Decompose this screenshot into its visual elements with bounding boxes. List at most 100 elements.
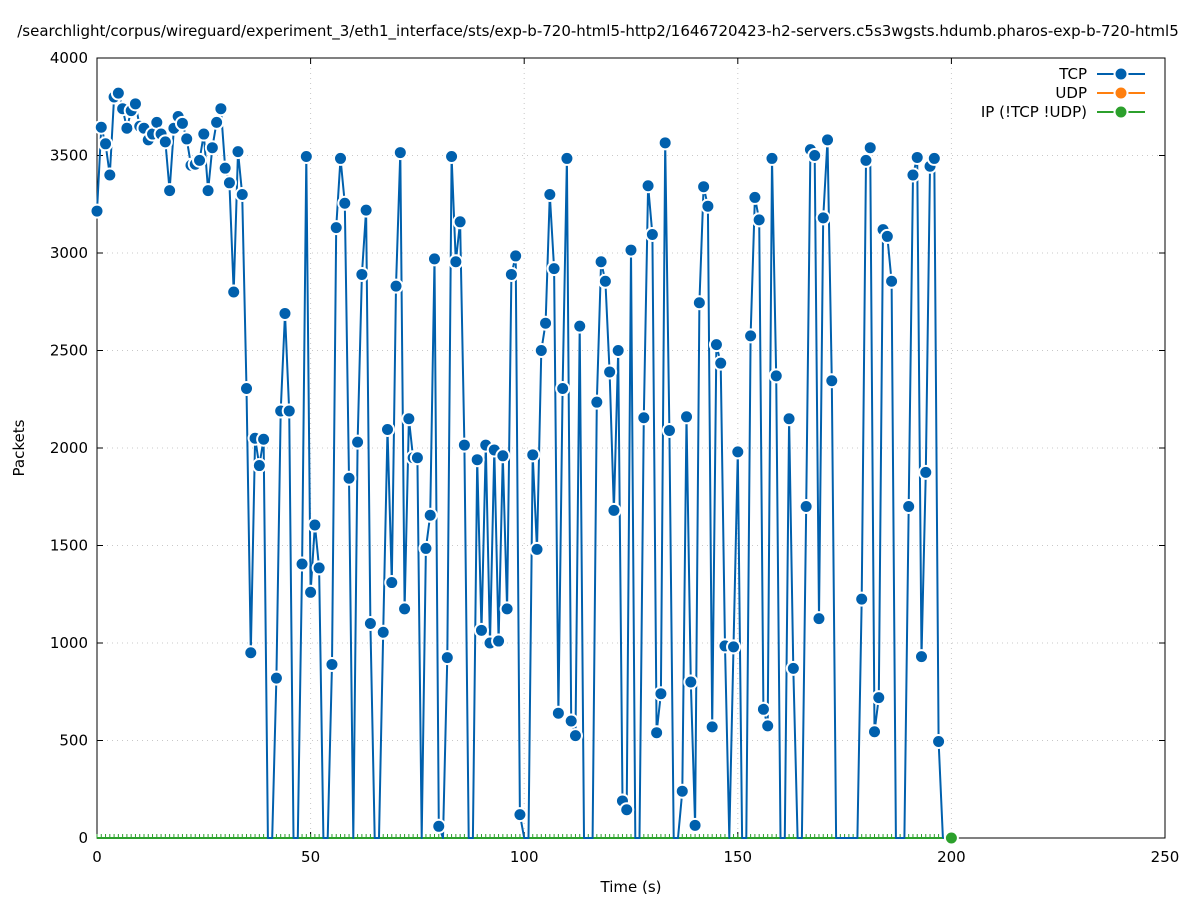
- x-tick-label: 100: [510, 848, 539, 866]
- tcp-data-point: [653, 686, 669, 702]
- tcp-data-point: [119, 120, 135, 136]
- tcp-data-point: [452, 214, 468, 230]
- tcp-data-point: [311, 560, 327, 576]
- tcp-data-point: [362, 616, 378, 631]
- tcp-data-point: [324, 656, 340, 672]
- tcp-data-point: [328, 220, 344, 236]
- tcp-data-point: [572, 318, 588, 334]
- tcp-data-point: [768, 368, 784, 384]
- tcp-data-point: [204, 140, 220, 156]
- tcp-data-point: [409, 450, 425, 466]
- tcp-data-point: [388, 278, 404, 294]
- tcp-data-point: [525, 447, 541, 463]
- tcp-data-point: [174, 115, 190, 131]
- tcp-data-point: [679, 409, 695, 425]
- tcp-data-point: [350, 434, 366, 450]
- tcp-data-point: [640, 178, 656, 194]
- tcp-data-point: [401, 411, 417, 427]
- tcp-data-point: [196, 126, 212, 142]
- tcp-data-point: [730, 444, 746, 460]
- tcp-data-point: [824, 373, 840, 389]
- legend-label: IP (!TCP !UDP): [981, 103, 1087, 121]
- tcp-data-point: [747, 189, 763, 205]
- tcp-data-point: [854, 591, 870, 607]
- tcp-data-point: [708, 337, 724, 353]
- tcp-data-point: [157, 134, 173, 150]
- tcp-data-point: [542, 187, 558, 202]
- tcp-data-point: [905, 167, 921, 183]
- tcp-data-point: [901, 499, 917, 514]
- y-tick-label: 2500: [50, 342, 88, 360]
- tcp-data-point: [871, 690, 887, 706]
- tcp-data-point: [533, 343, 549, 358]
- tcp-data-point: [879, 228, 895, 244]
- tcp-data-point: [268, 670, 284, 686]
- y-axis-label: Packets: [10, 419, 28, 476]
- tcp-series-line: [96, 92, 944, 839]
- tcp-data-point: [495, 448, 511, 464]
- tcp-data-point: [593, 254, 609, 270]
- tcp-data-point: [798, 499, 814, 514]
- tcp-data-point: [98, 136, 114, 152]
- tcp-data-point: [209, 114, 225, 130]
- tcp-data-point: [379, 421, 395, 437]
- tcp-data-point: [751, 212, 767, 228]
- y-tick-label: 3000: [50, 244, 88, 262]
- tcp-data-point: [815, 210, 831, 226]
- tcp-data-point: [192, 152, 208, 168]
- tcp-data-point: [431, 818, 447, 834]
- tcp-data-point: [858, 152, 874, 168]
- tcp-data-point: [392, 145, 408, 161]
- tcp-data-point: [102, 167, 118, 183]
- legend-label: TCP: [1058, 65, 1087, 83]
- series-layer: [89, 85, 959, 846]
- tcp-data-point: [687, 817, 703, 833]
- tcp-data-point: [781, 411, 797, 427]
- tcp-data-point: [811, 611, 827, 627]
- tcp-data-point: [606, 502, 622, 518]
- tcp-data-point: [657, 135, 673, 151]
- tcp-data-point: [256, 431, 272, 447]
- tcp-data-point: [469, 452, 485, 468]
- tcp-data-point: [503, 266, 519, 282]
- tcp-data-point: [567, 728, 583, 744]
- y-tick-label: 3500: [50, 147, 88, 165]
- tcp-data-point: [909, 149, 925, 165]
- tcp-data-point: [341, 470, 357, 486]
- tcp-data-point: [623, 242, 639, 258]
- tcp-data-point: [491, 633, 507, 649]
- x-tick-label: 150: [723, 848, 752, 866]
- tcp-data-point: [807, 148, 823, 163]
- x-axis-label: Time (s): [600, 878, 662, 896]
- tcp-data-point: [281, 403, 297, 419]
- tcp-data-point: [755, 701, 771, 717]
- tcp-data-point: [456, 437, 472, 453]
- tcp-data-point: [234, 187, 250, 202]
- tcp-data-point: [384, 575, 400, 591]
- tcp-data-point: [644, 226, 660, 242]
- tcp-data-point: [691, 295, 707, 311]
- tcp-data-point: [602, 364, 618, 380]
- tcp-data-point: [785, 660, 801, 676]
- tcp-data-point: [375, 624, 391, 640]
- tcp-data-point: [636, 410, 652, 426]
- tcp-data-point: [226, 284, 242, 300]
- tcp-data-point: [550, 705, 566, 721]
- tcp-data-point: [529, 541, 545, 557]
- legend-marker: [1113, 85, 1129, 101]
- tcp-data-point: [277, 305, 293, 321]
- x-tick-label: 200: [937, 848, 966, 866]
- tcp-data-point: [508, 248, 524, 264]
- legend-label: UDP: [1055, 84, 1087, 102]
- tcp-data-point: [179, 131, 195, 147]
- tcp-data-point: [597, 273, 613, 289]
- tcp-data-point: [243, 645, 259, 661]
- tcp-data-point: [820, 132, 836, 148]
- tcp-data-point: [444, 148, 460, 164]
- tcp-data-point: [448, 254, 464, 270]
- tcp-data-point: [213, 101, 229, 117]
- tcp-data-point: [926, 150, 942, 166]
- tcp-data-point: [499, 601, 515, 617]
- y-tick-label: 0: [78, 829, 88, 847]
